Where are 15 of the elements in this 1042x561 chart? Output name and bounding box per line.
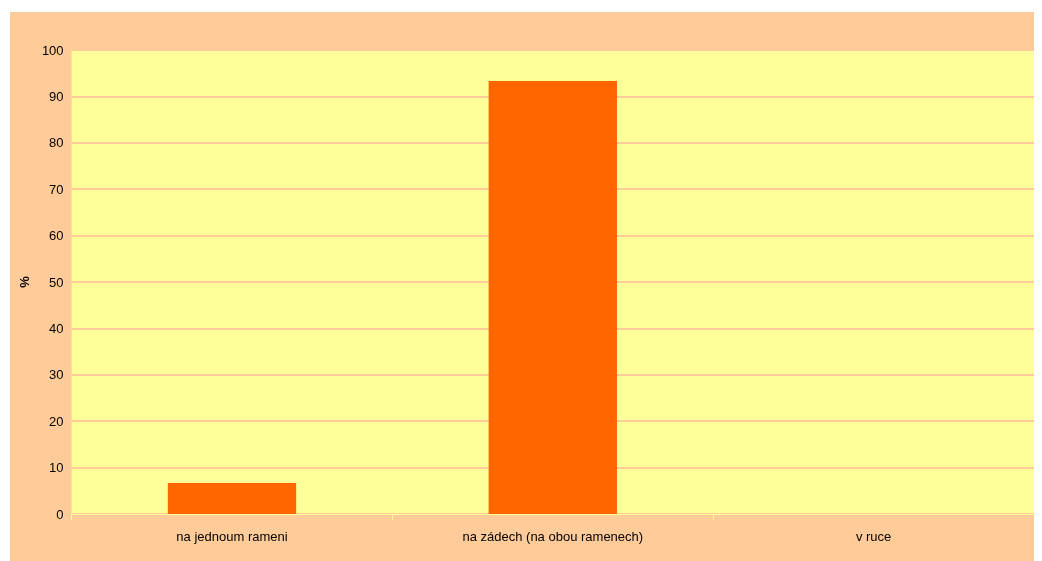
- y-tick-label: 70: [49, 181, 64, 197]
- y-tick-label: 40: [49, 320, 64, 336]
- y-axis-title: %: [17, 275, 32, 288]
- y-tick-label: 100: [41, 42, 64, 58]
- y-tick-label: 0: [56, 506, 64, 522]
- y-tick-label: 10: [49, 460, 64, 476]
- y-tick-label: 60: [49, 228, 64, 244]
- x-tick-label: na jednoum rameni: [176, 529, 288, 544]
- y-tick-label: 20: [49, 413, 64, 429]
- y-tick-label: 30: [49, 367, 64, 383]
- x-tick-label: na zádech (na obou ramenech): [462, 529, 644, 544]
- y-tick-label: 80: [49, 135, 64, 151]
- y-tick-label: 50: [49, 274, 64, 290]
- y-tick-label: 90: [49, 88, 64, 104]
- x-tick-label: v ruce: [855, 529, 892, 544]
